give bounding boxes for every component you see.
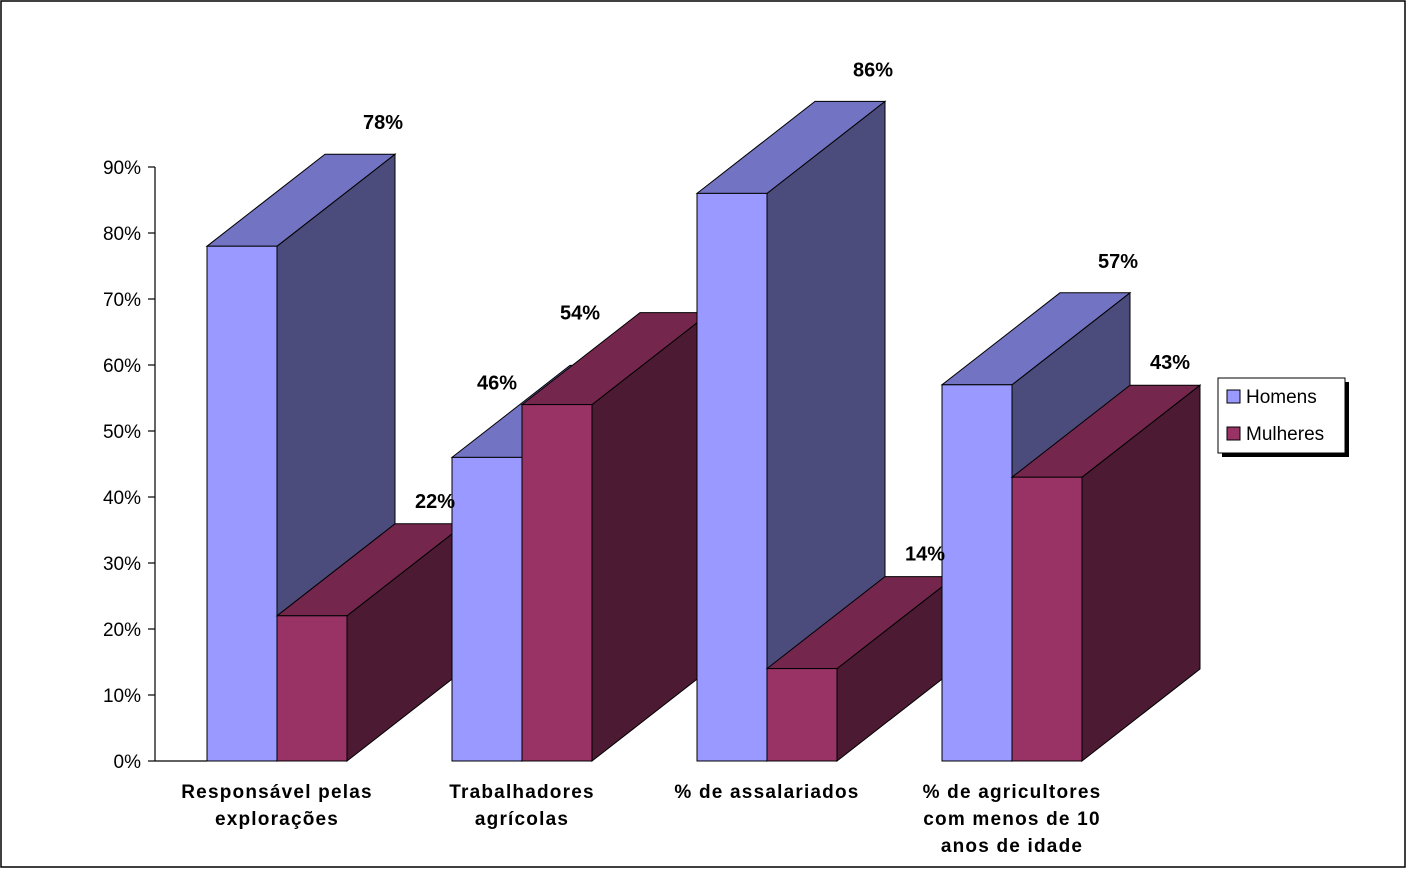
data-label-mulheres-2: 54% bbox=[560, 303, 600, 325]
category-label-line: Trabalhadores bbox=[449, 782, 594, 803]
y-tick-label: 70% bbox=[103, 290, 141, 311]
bar-mulheres-4-front bbox=[1011, 476, 1083, 762]
category-label-1: Responsável pelas explorações bbox=[181, 782, 372, 830]
y-tick-label: 50% bbox=[103, 422, 141, 443]
category-label-line: agrícolas bbox=[475, 809, 569, 830]
legend-label-homens: Homens bbox=[1246, 387, 1317, 408]
data-label-mulheres-1: 22% bbox=[415, 491, 455, 513]
y-tick-label: 20% bbox=[103, 620, 141, 641]
bar-homens-1-front bbox=[206, 245, 278, 762]
category-label-line: explorações bbox=[215, 809, 339, 830]
bar-homens-2-front bbox=[451, 456, 523, 762]
y-tick-label: 80% bbox=[103, 224, 141, 245]
y-tick-label: 90% bbox=[103, 158, 141, 179]
category-label-2: Trabalhadores agrícolas bbox=[449, 782, 594, 830]
bars-layer bbox=[205, 100, 1202, 763]
y-axis: 0% 10% 20% 30% 40% 50% 60% 70% 80% 90% bbox=[103, 158, 207, 773]
category-label-line: Responsável pelas bbox=[181, 782, 372, 803]
bar-homens-3-front bbox=[696, 192, 768, 762]
legend: Homens Mulheres bbox=[1217, 377, 1349, 457]
category-label-4: % de agricultores com menos de 10 anos de … bbox=[923, 782, 1102, 857]
category-label-3: % de assalariados bbox=[674, 782, 859, 803]
y-tick-label: 60% bbox=[103, 356, 141, 377]
bar-mulheres-2-front bbox=[521, 404, 593, 762]
bar-homens-3 bbox=[695, 100, 887, 763]
y-tick-label: 40% bbox=[103, 488, 141, 509]
bar-mulheres-3-front bbox=[766, 668, 838, 762]
data-label-homens-1: 78% bbox=[363, 112, 403, 134]
bar-mulheres-3 bbox=[765, 575, 957, 763]
data-label-mulheres-3: 14% bbox=[905, 544, 945, 566]
category-label-line: % de agricultores bbox=[923, 782, 1102, 803]
data-labels-layer: 78% 22% 46% 54% 86% 14% 57% 43% bbox=[363, 59, 1190, 565]
bar-mulheres-1 bbox=[275, 522, 467, 763]
y-tick-label: 30% bbox=[103, 554, 141, 575]
y-tick-label: 10% bbox=[103, 686, 141, 707]
bar-mulheres-2 bbox=[520, 311, 712, 763]
legend-swatch-homens bbox=[1226, 389, 1241, 404]
bar-mulheres-1-front bbox=[276, 615, 348, 762]
category-label-line: com menos de 10 bbox=[923, 809, 1100, 830]
category-label-line: % de assalariados bbox=[674, 782, 859, 803]
category-labels-layer: Responsável pelas explorações Trabalhadore… bbox=[181, 782, 1102, 857]
category-label-line: anos de idade bbox=[941, 836, 1083, 857]
data-label-homens-4: 57% bbox=[1098, 251, 1138, 273]
bar-mulheres-4 bbox=[1010, 384, 1202, 763]
y-tick-label: 0% bbox=[114, 752, 142, 773]
data-label-mulheres-4: 43% bbox=[1150, 352, 1190, 374]
legend-label-mulheres: Mulheres bbox=[1246, 424, 1324, 445]
data-label-homens-2: 46% bbox=[477, 372, 517, 394]
legend-swatch-mulheres bbox=[1226, 426, 1241, 441]
data-label-homens-3: 86% bbox=[853, 59, 893, 81]
bar-homens-4-front bbox=[941, 384, 1013, 762]
